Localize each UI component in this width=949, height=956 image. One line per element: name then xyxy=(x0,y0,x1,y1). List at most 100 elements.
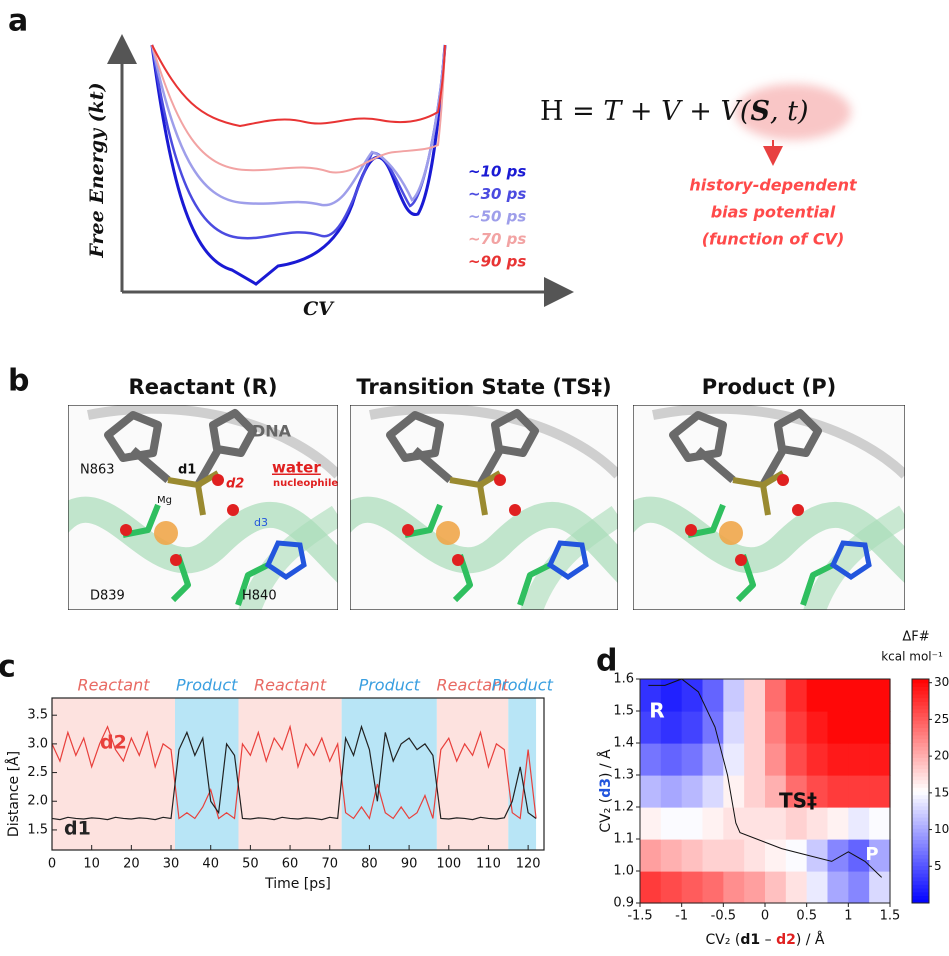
y-tick-label: 0.9 xyxy=(613,896,634,911)
heatmap-cell xyxy=(848,711,870,744)
colorbar-tick-label: 30 xyxy=(934,675,949,689)
colorbar-segment xyxy=(912,873,929,878)
heatmap-cell xyxy=(785,711,808,744)
mg-ion xyxy=(154,521,178,545)
colorbar-segment xyxy=(912,835,929,841)
imidazole xyxy=(829,540,872,581)
series-line xyxy=(51,724,537,820)
colorbar-segment xyxy=(912,686,929,691)
structure-label: N863 xyxy=(80,463,115,478)
x-tick-label: 0 xyxy=(48,857,56,872)
curve xyxy=(151,44,446,174)
heatmap-cell xyxy=(827,711,849,744)
x-tick-label: 120 xyxy=(516,857,541,872)
colorbar-segment xyxy=(912,727,929,732)
heatmap-cell xyxy=(660,711,683,744)
heatmap-cell xyxy=(640,711,662,744)
heatmap-cell xyxy=(785,679,808,712)
region-label: Reactant xyxy=(254,676,327,695)
phosphate xyxy=(732,470,785,516)
heatmap-cell xyxy=(702,839,724,872)
heatmap-cell xyxy=(848,679,870,712)
heatmap-cell xyxy=(723,679,745,712)
legend-label: ~10 ps xyxy=(468,163,526,181)
x-tick-label: 1.5 xyxy=(880,909,901,924)
curve xyxy=(150,44,447,240)
colorbar-segment xyxy=(912,712,929,717)
heatmap-cell xyxy=(744,679,766,712)
heatmap-cell xyxy=(806,743,829,776)
panel-title: Transition State (TS‡) xyxy=(356,375,611,399)
colorbar-tick-label: 20 xyxy=(934,749,949,763)
heatmap-cell xyxy=(640,775,662,808)
structure-label: D839 xyxy=(90,589,125,604)
colorbar-segment xyxy=(912,843,929,848)
colorbar-segment xyxy=(912,899,929,904)
heatmap-cell xyxy=(681,871,704,904)
x-tick-label: -0.5 xyxy=(711,909,736,924)
y-tick-label: 1.5 xyxy=(613,704,634,719)
heatmap-cell xyxy=(744,807,766,840)
heatmap-cell xyxy=(765,807,787,840)
colorbar-segment xyxy=(912,858,929,863)
legend-label: ~50 ps xyxy=(468,208,526,226)
colorbar-segment xyxy=(912,776,929,781)
heatmap-cell xyxy=(785,807,808,840)
colorbar-segment xyxy=(912,757,929,762)
heatmap-cell xyxy=(785,775,808,808)
heatmap-cell xyxy=(806,775,829,808)
colorbar-segment xyxy=(912,682,929,687)
sugar xyxy=(104,411,171,484)
curve xyxy=(151,44,446,128)
colorbar-segment xyxy=(912,794,929,799)
colorbar-segment xyxy=(912,817,929,822)
oxygen xyxy=(685,524,697,536)
legend-label: d2 xyxy=(100,732,127,754)
colorbar-tick-label: 10 xyxy=(934,822,949,836)
structure-label: d1 xyxy=(178,463,196,478)
equation-part: H = xyxy=(540,96,603,127)
state-label: TS‡ xyxy=(779,789,817,813)
residue xyxy=(404,503,552,606)
annotation: (function of CV) xyxy=(702,230,845,249)
x-tick-label: 80 xyxy=(361,857,378,872)
colorbar-segment xyxy=(912,847,929,852)
panel-d: R TS‡ P -1.5 -1 -0.5 0 0.5 1 1.5 0.9 1.0 1.1 1.2 1.3 1.… xyxy=(597,630,949,949)
oxygen xyxy=(735,554,747,566)
colorbar-segment xyxy=(912,690,929,695)
annotation: bias potential xyxy=(711,203,836,222)
colorbar-segment xyxy=(912,720,929,725)
heatmap-cell xyxy=(785,871,808,904)
x-tick-label: 40 xyxy=(202,857,219,872)
state-label: P xyxy=(865,844,878,865)
y-tick-label: 2.0 xyxy=(27,794,48,809)
x-tick-label: -1 xyxy=(675,909,688,924)
equation-part: T + V + xyxy=(603,96,720,127)
helix xyxy=(520,506,618,610)
heatmap-cell xyxy=(765,775,787,808)
region xyxy=(238,698,342,850)
oxygen xyxy=(792,504,804,516)
colorbar-segment xyxy=(912,697,929,702)
colorbar-segment xyxy=(912,861,929,867)
oxygen xyxy=(120,524,132,536)
colorbar-title: ΔF# xyxy=(902,630,929,645)
heatmap-cell xyxy=(681,775,704,808)
x-axis-label: CV₂ (d1 – d2) / Å xyxy=(706,931,825,948)
phosphate xyxy=(167,470,220,516)
heatmap-cell xyxy=(806,871,829,904)
heatmap-cell xyxy=(827,775,849,808)
colorbar-segment xyxy=(912,832,929,837)
equation: H = T + V + V(S, t) xyxy=(540,96,809,127)
oxygen xyxy=(452,554,464,566)
heatmap-cell xyxy=(869,839,891,872)
x-tick-label: 90 xyxy=(401,857,418,872)
panel-label: b xyxy=(8,364,29,399)
structure-label: water xyxy=(272,459,321,477)
colorbar-segment xyxy=(912,802,929,807)
panel-title: Reactant (R) xyxy=(129,375,278,399)
x-axis-label: Time [ps] xyxy=(264,876,331,892)
colorbar-tick-label: 5 xyxy=(934,859,942,873)
label-part: ) / Å xyxy=(597,749,614,778)
